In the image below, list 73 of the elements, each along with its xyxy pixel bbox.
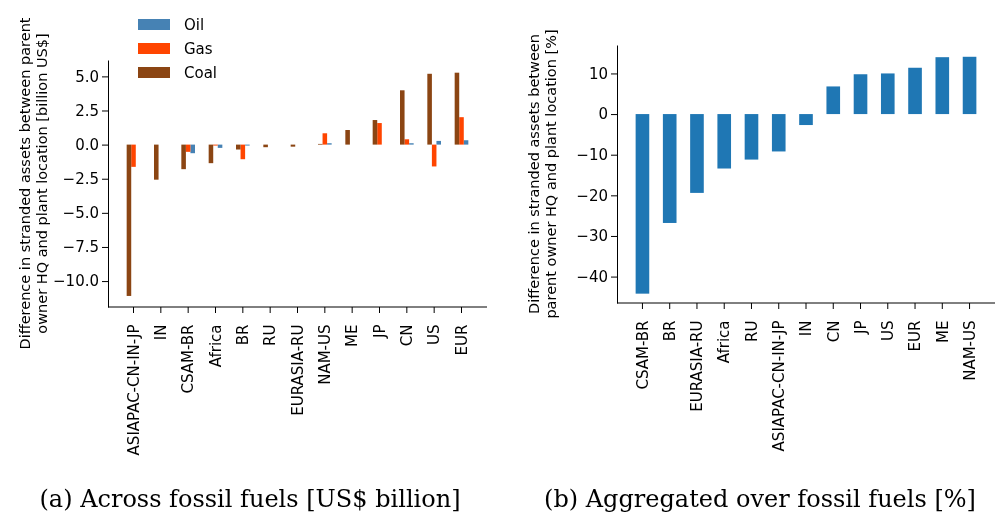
x-tick-label: ASIAPAC-CN-IN-JP xyxy=(769,320,788,452)
y-tick-label: 5.0 xyxy=(75,67,99,86)
bar xyxy=(427,73,432,145)
bar xyxy=(799,114,813,126)
legend-label: Oil xyxy=(184,16,205,35)
bar xyxy=(880,73,895,115)
x-tick-label: EUR xyxy=(906,320,925,352)
bar xyxy=(463,140,469,145)
x-tick-label: BR xyxy=(660,320,679,342)
x-tick-label: IN xyxy=(152,324,171,341)
bar xyxy=(154,144,159,180)
x-tick-label: CN xyxy=(824,320,843,343)
x-tick-label: BR xyxy=(234,324,253,346)
x-tick-label: US xyxy=(425,324,444,346)
bar xyxy=(190,144,195,154)
x-tick-label: EURASIA-RU xyxy=(688,320,707,412)
x-tick-label: NAM-US xyxy=(960,320,979,381)
legend-label: Coal xyxy=(184,64,218,83)
x-tick-label: Africa xyxy=(715,320,734,364)
x-tick-label: NAM-US xyxy=(316,324,335,385)
y-tick-label: −10 xyxy=(576,146,608,164)
bar xyxy=(377,123,382,145)
x-tick-label: RU xyxy=(742,320,761,342)
bar xyxy=(853,74,868,115)
bar xyxy=(908,67,922,115)
x-tick-label: CSAM-BR xyxy=(633,320,652,390)
y-tick-label: −2.5 xyxy=(62,170,99,189)
bar xyxy=(400,90,405,145)
x-tick-label: ME xyxy=(933,320,952,343)
x-tick-label: ASIAPAC-CN-IN-JP xyxy=(124,324,143,456)
y-tick-label: −20 xyxy=(576,186,608,205)
x-tick-label: Africa xyxy=(206,324,225,368)
bar xyxy=(826,86,841,115)
bar xyxy=(717,114,732,169)
y-tick-label: 10 xyxy=(588,64,608,83)
y-axis-title: Difference in stranded assets between parent owner HQ and plant location [billion US$] xyxy=(17,17,50,350)
x-tick-label: JP xyxy=(851,320,870,335)
bar xyxy=(236,144,241,150)
y-tick-label: −30 xyxy=(576,227,608,246)
x-tick-label: ME xyxy=(343,324,362,347)
y-axis-title: Difference in stranded assets between parent owner HQ and plant location [%] xyxy=(526,29,559,319)
bar xyxy=(690,114,704,193)
bar xyxy=(459,117,464,145)
bar xyxy=(181,144,186,170)
text: (b) Aggregated over fossil fuels [%] xyxy=(544,485,976,513)
x-tick-label: CSAM-BR xyxy=(179,324,198,394)
y-tick-label: 0.0 xyxy=(75,135,99,154)
bar xyxy=(962,56,977,115)
bar xyxy=(404,139,410,145)
bar xyxy=(635,114,650,294)
y-tick-label: −40 xyxy=(576,267,608,286)
y-tick-label: −7.5 xyxy=(62,238,99,257)
legend-label: Gas xyxy=(184,40,213,59)
bar xyxy=(345,130,350,145)
x-tick-label: CN xyxy=(398,324,417,347)
y-tick-label: 2.5 xyxy=(75,101,99,120)
x-tick-label: IN xyxy=(797,320,816,337)
bar xyxy=(935,57,950,115)
x-tick-label: US xyxy=(879,320,898,342)
y-tick-label: −10.0 xyxy=(53,272,99,291)
x-tick-label: JP xyxy=(370,324,389,339)
y-tick-label: 0 xyxy=(598,105,608,124)
bar xyxy=(744,114,759,160)
bar xyxy=(662,114,677,223)
bar xyxy=(771,114,786,152)
x-tick-label: RU xyxy=(261,324,280,346)
text: (a) Across fossil fuels [US$ billion] xyxy=(39,485,461,513)
bar xyxy=(131,144,136,167)
bar xyxy=(436,140,441,145)
y-tick-label: −5.0 xyxy=(62,204,99,223)
x-tick-label: EURASIA-RU xyxy=(288,324,307,416)
bar xyxy=(322,133,328,145)
x-tick-label: EUR xyxy=(452,324,471,356)
